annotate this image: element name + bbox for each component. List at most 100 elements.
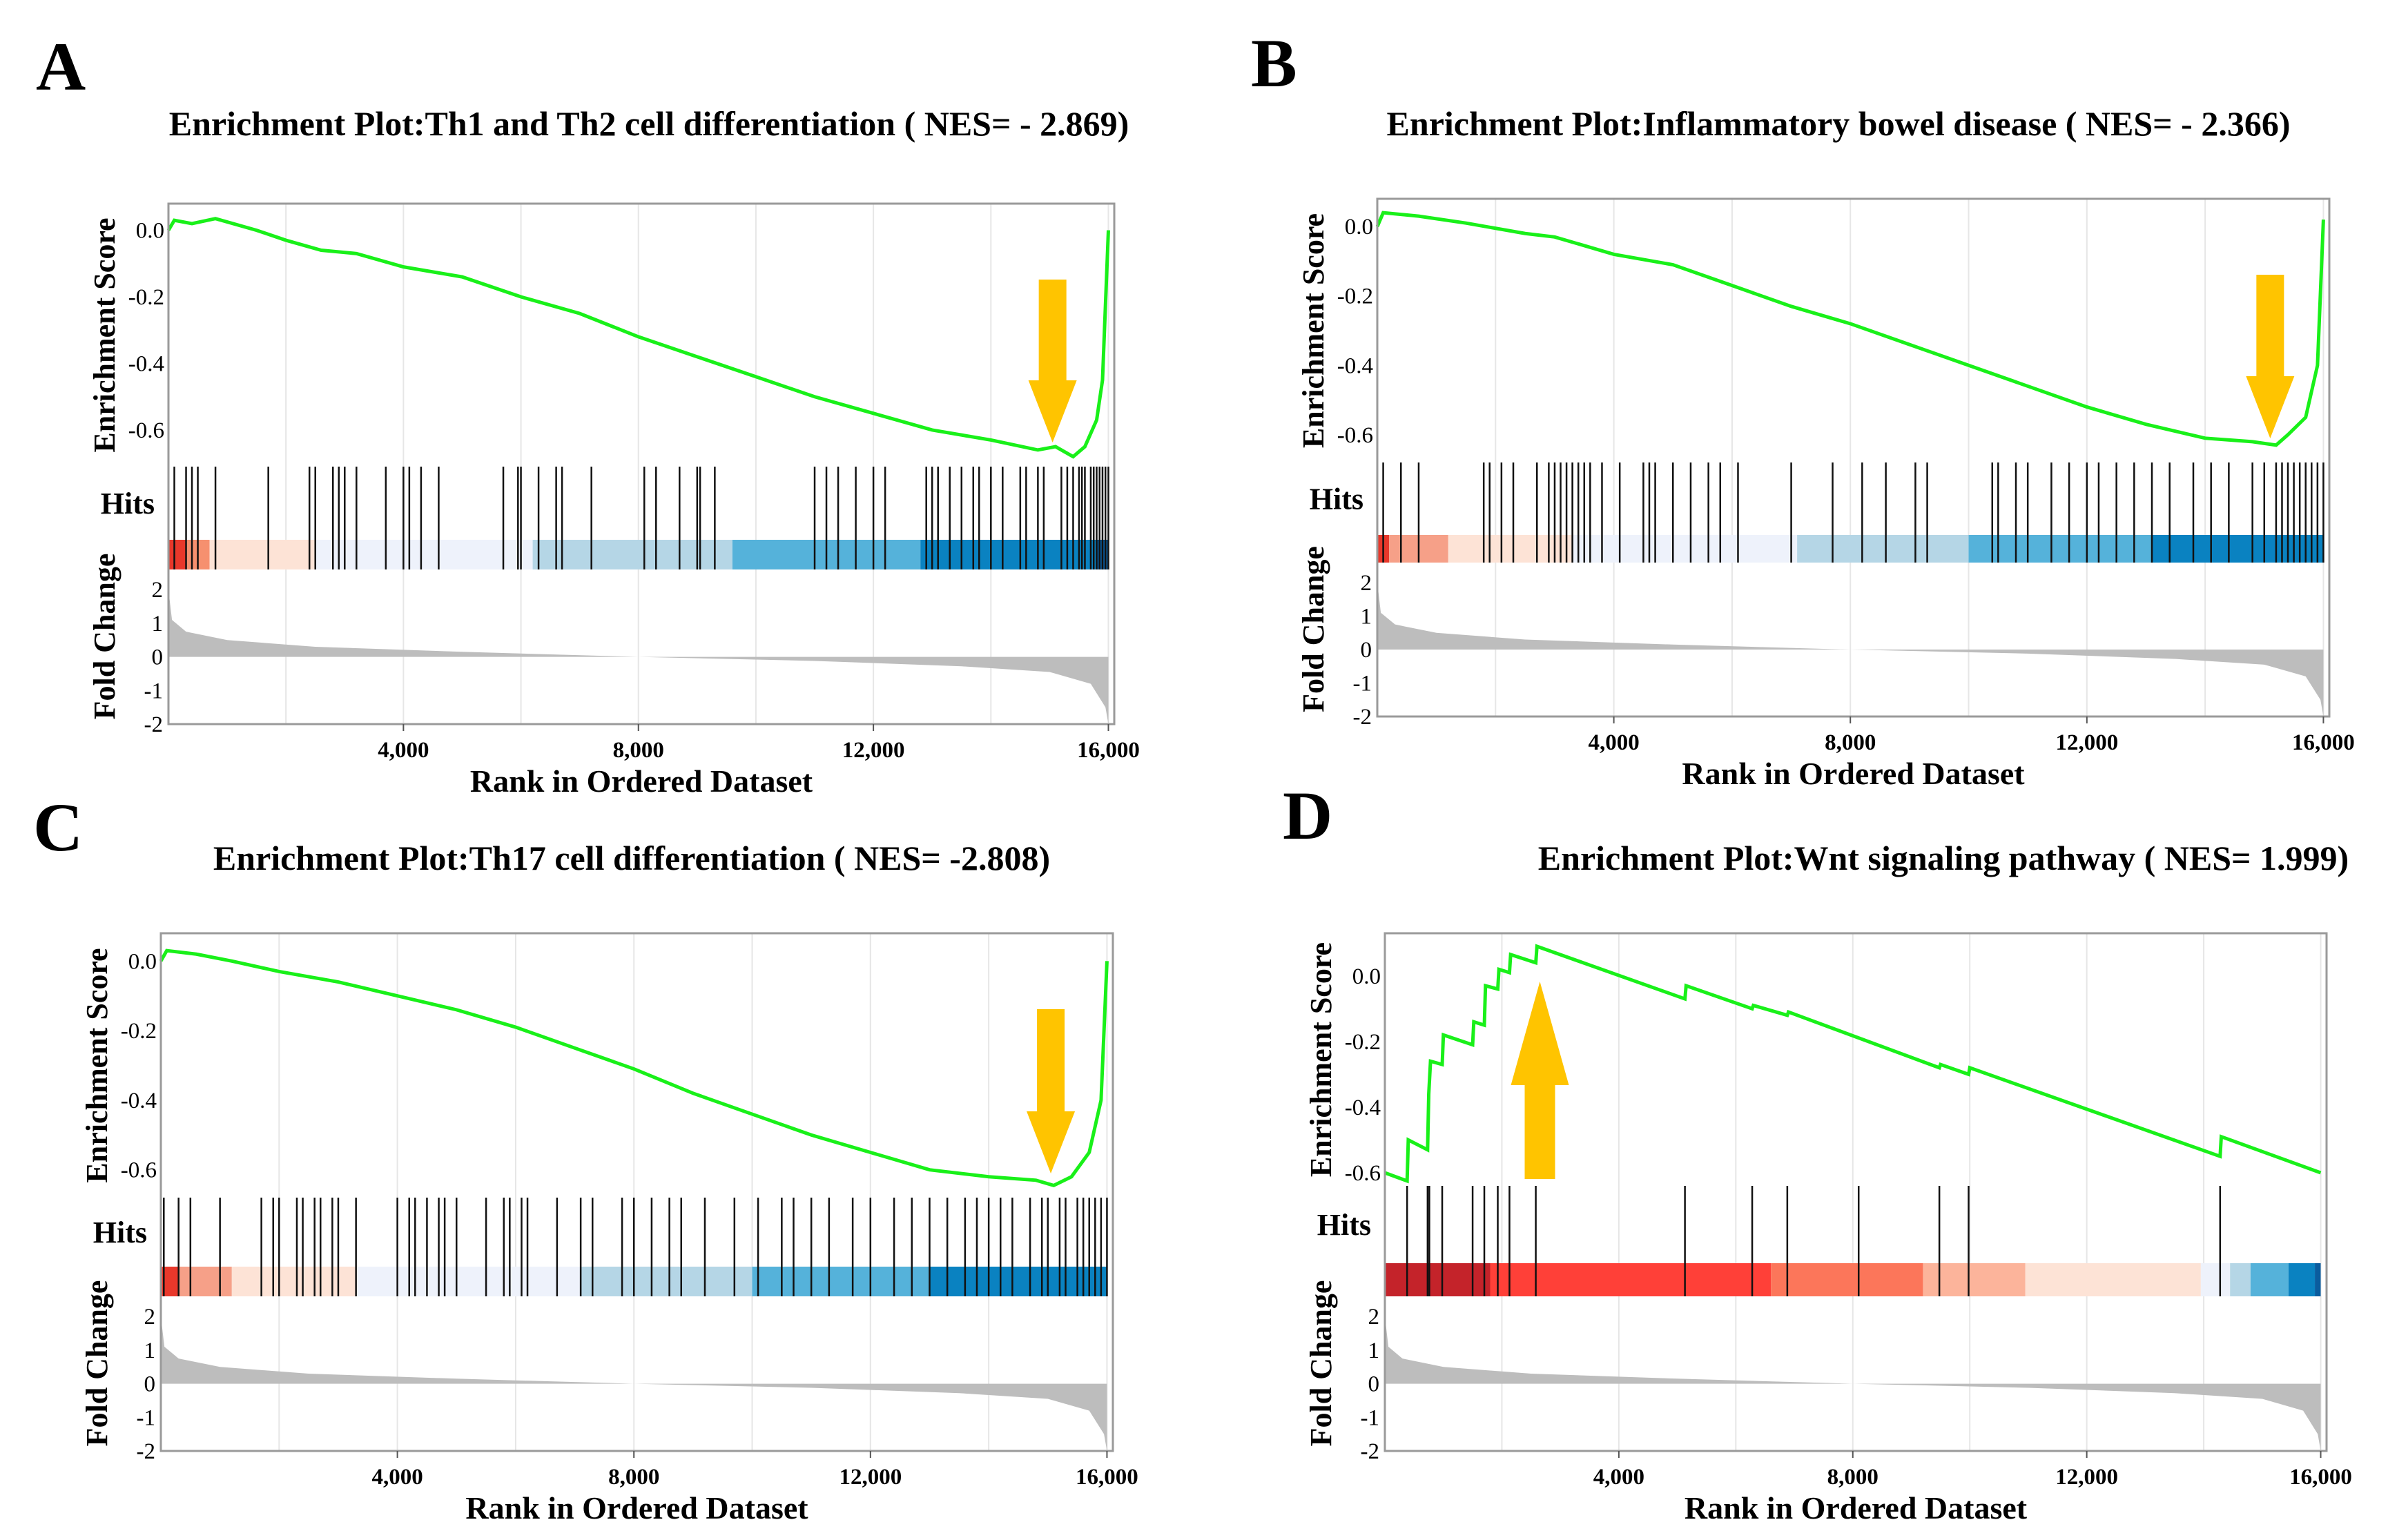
es-tick-label: -0.4 — [128, 351, 164, 376]
x-tick-label: 16,000 — [2292, 730, 2355, 755]
fc-tick-label: -2 — [137, 1439, 156, 1464]
x-tick-label: 4,000 — [371, 1465, 423, 1490]
es-tick-label: -0.6 — [1345, 1161, 1381, 1186]
fc-tick-label: 0 — [152, 645, 164, 670]
hits-label: Hits — [101, 487, 155, 520]
es-tick-label: -0.2 — [121, 1019, 157, 1044]
panel-label: A — [36, 28, 86, 105]
heatmap-segment — [168, 540, 186, 569]
es-axis-label: Enrichment Score — [88, 217, 122, 452]
fc-tick-label: 0 — [144, 1372, 156, 1397]
highlight-arrow-down — [2246, 275, 2295, 438]
hits-label: Hits — [93, 1216, 147, 1249]
es-tick-label: -0.6 — [121, 1158, 157, 1183]
plot-frame — [167, 202, 1116, 725]
hits-label: Hits — [1310, 483, 1363, 516]
x-tick-label: 8,000 — [608, 1465, 659, 1490]
es-tick-label: -0.2 — [1337, 284, 1373, 309]
fc-tick-label: 2 — [1361, 571, 1372, 596]
fold-change-area — [1377, 583, 2324, 717]
x-axis-label: Rank in Ordered Dataset — [470, 763, 813, 799]
fc-axis-label: Fold Change — [80, 1280, 114, 1447]
panel-c: C Enrichment Plot:Th17 cell differentiati… — [33, 789, 1138, 1526]
enrichment-score-line — [159, 948, 1109, 1188]
heatmap-segment — [2288, 1263, 2316, 1296]
es-tick-label: -0.2 — [128, 285, 164, 310]
heatmap-segment — [581, 1267, 753, 1296]
heatmap-segment — [1968, 535, 2153, 563]
es-axis-label: Enrichment Score — [1304, 942, 1338, 1177]
chart-title: Enrichment Plot:Th17 cell differentiatio… — [213, 839, 1050, 877]
x-tick-label: 12,000 — [842, 738, 905, 763]
heatmap-segment — [1385, 1263, 1491, 1296]
heatmap-segment — [1923, 1263, 2026, 1296]
x-tick-label: 8,000 — [613, 738, 664, 763]
fc-tick-label: 2 — [144, 1305, 156, 1329]
x-tick-label: 12,000 — [2055, 730, 2118, 755]
heatmap-segment — [1797, 535, 1969, 563]
fc-tick-label: 0 — [1368, 1372, 1380, 1397]
heatmap-segment — [2200, 1263, 2231, 1296]
x-tick-label: 4,000 — [1593, 1465, 1644, 1490]
x-tick-label: 16,000 — [2289, 1465, 2352, 1490]
panel-b: B Enrichment Plot:Inflammatory bowel dise… — [1251, 25, 2355, 791]
fc-axis-label: Fold Change — [1297, 546, 1330, 712]
heatmap-segment — [2025, 1263, 2201, 1296]
fc-tick-label: 1 — [144, 1338, 156, 1363]
enrichment-score-line — [166, 217, 1110, 459]
fc-tick-label: -1 — [137, 1405, 156, 1430]
panel-a: A Enrichment Plot:Th1 and Th2 cell differ… — [36, 28, 1140, 799]
plot-frame — [1384, 932, 2328, 1452]
es-tick-label: -0.2 — [1345, 1030, 1381, 1055]
heatmap-segment — [920, 540, 1097, 569]
chart-title: Enrichment Plot:Th1 and Th2 cell differe… — [169, 104, 1129, 143]
fc-axis-label: Fold Change — [88, 554, 122, 720]
x-axis-label: Rank in Ordered Dataset — [465, 1490, 808, 1526]
heatmap-segment — [356, 1267, 581, 1296]
heatmap-segment — [2315, 1263, 2321, 1296]
heatmap-segment — [752, 1267, 930, 1296]
fc-tick-label: -2 — [1361, 1439, 1380, 1464]
es-axis-label: Enrichment Score — [80, 948, 114, 1182]
fc-tick-label: 0 — [1361, 638, 1372, 663]
es-tick-label: -0.6 — [128, 418, 164, 443]
panel-label: B — [1251, 25, 1297, 101]
highlight-arrow-up — [1511, 982, 1569, 1179]
es-axis-label: Enrichment Score — [1297, 213, 1330, 448]
es-tick-label: 0.0 — [128, 949, 157, 974]
fc-tick-label: -2 — [144, 712, 164, 737]
heatmap-segment — [1572, 535, 1798, 563]
heatmap-segment — [2250, 1263, 2289, 1296]
panel-d: D Enrichment Plot:Wnt signaling pathway (… — [1283, 777, 2352, 1526]
x-tick-label: 12,000 — [2055, 1465, 2118, 1490]
x-tick-label: 16,000 — [1077, 738, 1140, 763]
heatmap-segment — [2152, 535, 2324, 563]
plot-frame — [159, 932, 1114, 1452]
fc-tick-label: 1 — [1361, 605, 1372, 630]
fold-change-area — [161, 1316, 1107, 1451]
fold-change-area — [168, 589, 1109, 724]
fc-tick-label: 2 — [1368, 1305, 1380, 1329]
fold-change-area — [1385, 1316, 2321, 1451]
heatmap-segment — [315, 540, 533, 569]
x-tick-label: 8,000 — [1825, 730, 1876, 755]
es-tick-label: 0.0 — [1352, 964, 1381, 989]
x-tick-label: 4,000 — [378, 738, 429, 763]
panel-label: C — [33, 789, 83, 866]
fc-tick-label: -1 — [1361, 1405, 1380, 1430]
x-axis-label: Rank in Ordered Dataset — [1682, 756, 2025, 791]
es-tick-label: -0.4 — [1337, 353, 1373, 378]
x-tick-label: 12,000 — [839, 1465, 902, 1490]
plot-frame — [1376, 197, 2331, 718]
heatmap-segment — [209, 540, 316, 569]
chart-title: Enrichment Plot:Wnt signaling pathway ( … — [1538, 839, 2349, 877]
es-tick-label: -0.4 — [121, 1089, 157, 1113]
highlight-arrow-down — [1028, 280, 1077, 442]
x-tick-label: 8,000 — [1827, 1465, 1879, 1490]
x-tick-label: 4,000 — [1588, 730, 1639, 755]
fc-tick-label: 1 — [152, 612, 164, 636]
x-axis-label: Rank in Ordered Dataset — [1685, 1490, 2028, 1526]
heatmap-segment — [1448, 535, 1573, 563]
highlight-arrow-down — [1027, 1009, 1076, 1173]
